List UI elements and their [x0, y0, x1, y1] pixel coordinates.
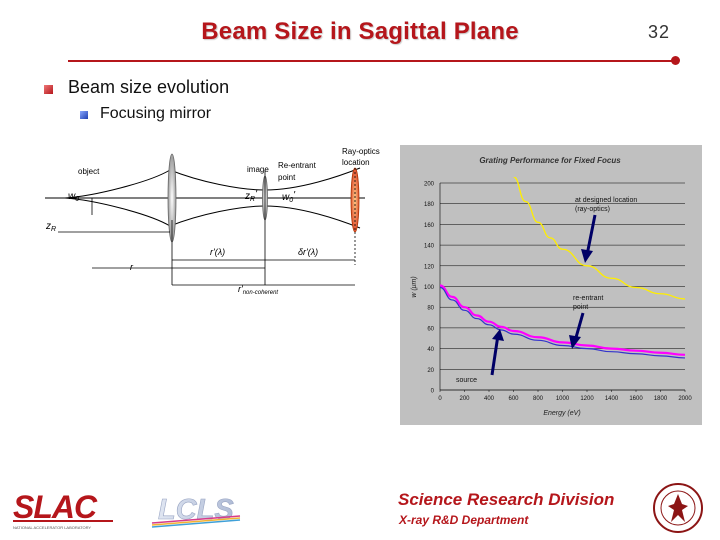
page-number: 32 [648, 22, 671, 42]
label-w0-prime-sub: 0 [289, 197, 293, 204]
lcls-logo: LCLS [151, 494, 241, 528]
label-zr: z [45, 221, 51, 232]
annotation-designed-location-2: (ray-optics) [575, 206, 610, 213]
label-w0-sub: 0 [75, 196, 79, 203]
label-zr-prime-tick: ' [255, 189, 258, 200]
title-rule [68, 60, 676, 62]
arrow-source [490, 334, 500, 376]
label-r: r [130, 262, 134, 272]
slac-logo-text: SLAC [13, 489, 98, 525]
svg-text:zR': zR' [244, 189, 258, 203]
series-magenta-line [440, 284, 685, 356]
arrow-source-head [492, 329, 504, 341]
label-w0-prime-tick: ' [293, 190, 296, 201]
chart-background [400, 145, 702, 425]
label-ray-optics-1: Ray-optics [342, 147, 380, 156]
footer-division: Science Research Division [398, 490, 615, 509]
chart-y-tick-label: 140 [424, 244, 435, 250]
annotation-re-entrant-2: point [573, 304, 588, 311]
beam-lower-envelope [64, 197, 361, 229]
chart-x-tick-label: 200 [459, 396, 470, 402]
chart-x-tick-label: 1000 [556, 396, 570, 402]
chart-y-tick-label: 100 [424, 285, 435, 291]
label-zr-sub: R [51, 226, 56, 233]
title-rule-end-dot [671, 56, 680, 65]
chart-x-tick-label: 1200 [580, 396, 594, 402]
chart-y-tick-label: 20 [427, 368, 434, 374]
chart-y-tick-label: 60 [427, 326, 434, 332]
chart-x-tick-label: 600 [508, 396, 519, 402]
arrow-designed-location-head [581, 249, 593, 263]
annotation-re-entrant-1: re-entrant [573, 295, 603, 302]
label-w0-prime: w [282, 192, 290, 203]
chart-y-tick-label: 120 [424, 264, 435, 270]
beam-envelope-diagram: object image Re-entrant point Ray-optics… [45, 147, 380, 296]
beam-upper-envelope [64, 167, 361, 199]
slide-title: Beam Size in Sagittal Plane [201, 18, 519, 45]
annotation-designed-location-1: at designed location [575, 197, 637, 204]
annotation-source: source [456, 377, 477, 384]
chart-y-tick-label: 0 [431, 389, 435, 395]
series-yellow-line [513, 177, 685, 300]
svg-text:r'non-coherent: r'non-coherent [238, 284, 278, 296]
label-re-entrant-1: Re-entrant [278, 161, 317, 170]
bullet-square-blue-icon [80, 111, 88, 119]
chart-y-label: w (μm) [411, 276, 418, 297]
chart-x-tick-label: 400 [484, 396, 495, 402]
chart-title: Grating Performance for Fixed Focus [479, 156, 621, 165]
label-zr-prime: z [244, 191, 250, 202]
chart-y-tick-label: 80 [427, 306, 434, 312]
chart-x-tick-label: 1800 [654, 396, 668, 402]
chart-y-tick-label: 160 [424, 223, 435, 229]
label-r-prime-noncoherent: r' [238, 284, 243, 294]
label-r-prime-lambda: r'(λ) [210, 247, 225, 257]
label-image: image [247, 165, 269, 174]
chart-x-tick-label: 1400 [605, 396, 619, 402]
svg-text:w0: w0 [68, 191, 79, 203]
arrow-designed-location [585, 214, 597, 256]
label-ray-optics-2: location [342, 158, 370, 167]
bullet-focusing-mirror: Focusing mirror [100, 105, 212, 122]
chart-y-tick-label: 200 [424, 182, 435, 188]
grating-performance-chart: Grating Performance for Fixed Focus 0 20 4… [400, 145, 702, 425]
chart-x-tick-label: 2000 [678, 396, 692, 402]
label-r-prime-noncoherent-sub: non-coherent [243, 290, 279, 296]
svg-text:zR: zR [45, 221, 56, 233]
footer-department: X-ray R&D Department [399, 513, 529, 527]
slac-logo: SLAC NATIONAL ACCELERATOR LABORATORY [13, 489, 113, 530]
stanford-seal-logo [653, 483, 703, 533]
bullet-beam-size-evolution: Beam size evolution [68, 77, 230, 97]
label-object: object [78, 167, 100, 176]
series-blue-line [440, 286, 685, 359]
label-w0: w [68, 191, 76, 202]
label-re-entrant-2: point [278, 173, 296, 182]
arrow-re-entrant-head [569, 335, 581, 349]
chart-y-tick-label: 180 [424, 202, 435, 208]
chart-y-tick-label: 40 [427, 347, 434, 353]
chart-x-tick-label: 0 [438, 396, 442, 402]
chart-x-label: Energy (eV) [543, 410, 580, 417]
chart-x-tick-label: 800 [533, 396, 544, 402]
label-zr-prime-sub: R [250, 196, 255, 203]
slac-logo-subtext: NATIONAL ACCELERATOR LABORATORY [13, 525, 91, 530]
svg-text:w0': w0' [282, 190, 296, 204]
label-delta-r-prime-lambda: δr'(λ) [298, 247, 318, 257]
bullet-square-red-icon [44, 85, 53, 94]
chart-x-tick-label: 1600 [629, 396, 643, 402]
